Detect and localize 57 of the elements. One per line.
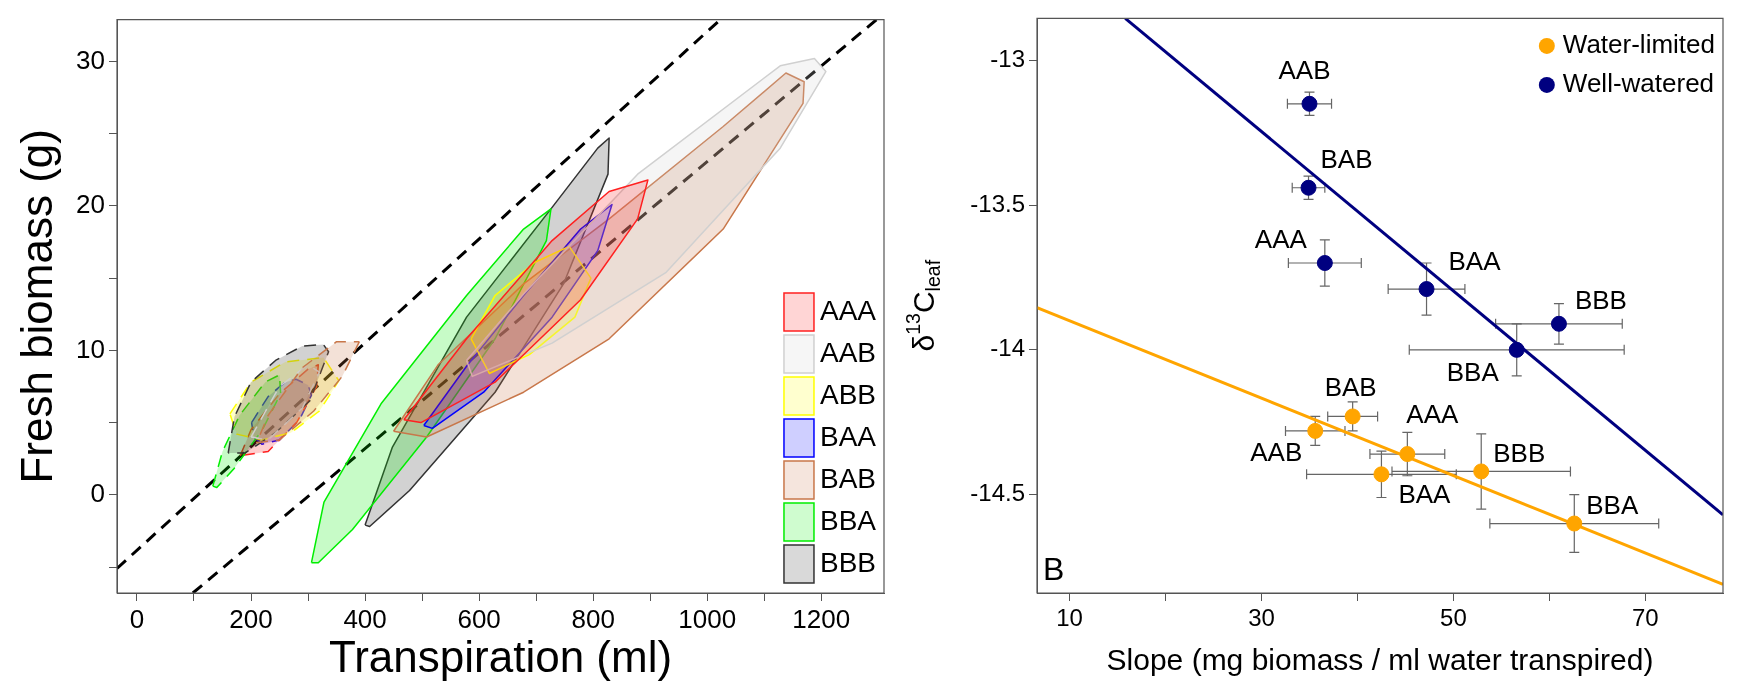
- legend-label: BAB: [819, 462, 876, 494]
- annotation: BBA: [1446, 357, 1500, 388]
- x-tick-label: 10: [1056, 604, 1083, 632]
- series-label: AAB: [819, 336, 876, 368]
- point: [1307, 422, 1324, 439]
- annotation: BAA: [1448, 246, 1502, 277]
- annotation: BBB: [1574, 284, 1627, 315]
- x-tick-label: 1000: [678, 603, 737, 634]
- annotation: BBA: [1586, 489, 1639, 520]
- x-tick-label: 200: [229, 603, 273, 634]
- x-tick-label: 600: [457, 603, 501, 634]
- x-axis-title: Transpiration (ml): [328, 632, 673, 682]
- legend-label: BBB: [819, 546, 876, 578]
- y-axis-title: δ13Cleaf: [901, 259, 945, 352]
- x-tick-label: 800: [571, 603, 615, 634]
- x-axis-title: Slope (mg biomass / ml water transpired): [1106, 643, 1654, 677]
- legend-label: Well-watered: [1562, 68, 1715, 99]
- y-tick-label: -14.5: [970, 479, 1025, 507]
- x-tick-label: 30: [1248, 604, 1275, 632]
- point: [1566, 515, 1583, 532]
- point: [1316, 255, 1333, 271]
- point: [1508, 341, 1525, 358]
- y-tick-label: 10: [76, 333, 105, 364]
- annotation: B: [1043, 550, 1065, 587]
- legend-label: ABB: [819, 378, 876, 410]
- annotation: AAA: [1254, 224, 1308, 255]
- y-tick-label: 0: [90, 477, 105, 508]
- point: [1373, 466, 1390, 483]
- point: [1301, 95, 1318, 112]
- legend-label: BAA: [819, 420, 877, 452]
- x-tick-label: 400: [343, 603, 387, 634]
- annotation: AAB: [1250, 437, 1303, 468]
- point: [1399, 446, 1416, 463]
- annotation: BAB: [1324, 371, 1377, 402]
- point: [1344, 408, 1361, 425]
- y-tick-label: 20: [76, 189, 105, 220]
- y-tick-label: 30: [76, 44, 105, 75]
- y-tick-label: -13.5: [970, 189, 1025, 217]
- x-tick-label: 70: [1631, 604, 1659, 632]
- point: [1550, 315, 1567, 332]
- annotation: BAB: [1320, 143, 1373, 174]
- point: [1418, 281, 1435, 298]
- annotation: BAA: [1398, 479, 1452, 510]
- x-tick-label: 1200: [792, 603, 851, 634]
- annotation: AAB: [1278, 54, 1331, 85]
- point: [1300, 179, 1317, 196]
- legend-label: AAA: [819, 294, 877, 326]
- y-tick-label: -14: [990, 334, 1025, 362]
- annotation: AAA: [1406, 399, 1460, 430]
- x-tick-label: 0: [129, 603, 145, 634]
- legend-label: BBA: [819, 504, 877, 536]
- legend-label: Water-limited: [1562, 29, 1716, 60]
- x-tick-label: 50: [1440, 604, 1467, 632]
- y-tick-label: -13: [990, 45, 1025, 72]
- annotation: BBB: [1493, 437, 1546, 468]
- point: [1473, 463, 1490, 480]
- y-axis-title: Fresh biomass (g): [12, 129, 62, 484]
